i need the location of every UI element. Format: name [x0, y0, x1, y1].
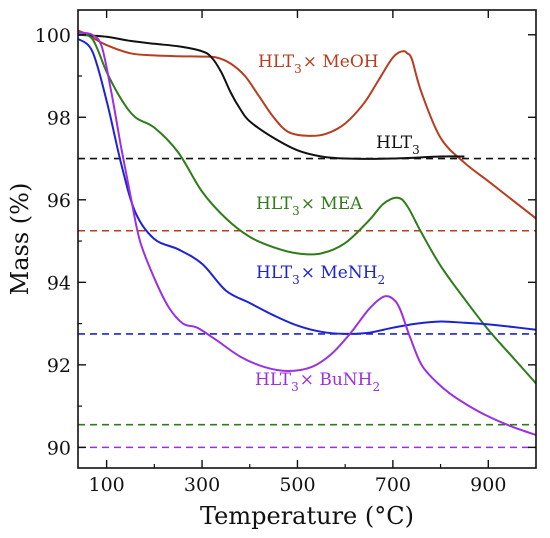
x-tick-label-300: 300 [184, 474, 220, 496]
series-label-mea: HLT3× MEA [256, 194, 363, 218]
series-label-hlt3: HLT3 [376, 133, 420, 157]
x-tick-label-900: 900 [470, 474, 506, 496]
x-axis: 100 300 500 700 900 [88, 10, 506, 496]
series-lines [77, 29, 537, 436]
series-label-bunh2: HLT3× BuNH2 [255, 370, 380, 394]
y-tick-label-96: 96 [47, 190, 71, 212]
series-line-mea [77, 33, 537, 385]
series-line-menh2 [77, 38, 537, 335]
plot-frame [77, 9, 537, 469]
y-tick-label-100: 100 [35, 25, 71, 47]
x-tick-label-700: 700 [375, 474, 411, 496]
reference-lines [78, 157, 536, 449]
x-axis-title: Temperature (°C) [200, 502, 414, 530]
series-label-menh2: HLT3× MeNH2 [256, 263, 385, 287]
series-labels: HLT3× MeOH HLT3 HLT3× MEA HLT3× MeNH2 HLT3× … [255, 52, 420, 394]
series-line-meoh [77, 29, 537, 220]
series-label-meoh: HLT3× MeOH [258, 52, 379, 76]
y-axis-title: Mass (%) [6, 183, 34, 296]
x-tick-label-500: 500 [279, 474, 315, 496]
y-axis: 90 92 94 96 98 100 [35, 25, 536, 459]
y-tick-label-98: 98 [47, 107, 71, 129]
series-line-hlt3 [77, 33, 465, 160]
x-tick-label-100: 100 [88, 474, 124, 496]
y-tick-label-92: 92 [47, 355, 71, 377]
y-tick-label-90: 90 [47, 437, 71, 459]
series-line-bunh2 [77, 31, 537, 436]
y-tick-label-94: 94 [47, 272, 71, 294]
